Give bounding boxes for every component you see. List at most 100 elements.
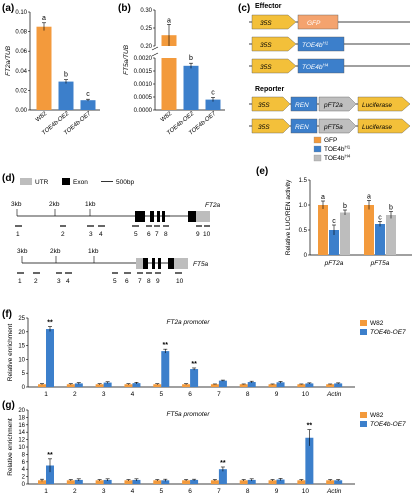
bar-Actin-TOE4b-OE7 xyxy=(334,480,343,484)
y-tick-label: 14 xyxy=(18,430,25,436)
bar-10-TOE4b-OE7 xyxy=(305,383,314,387)
bar-10-W82 xyxy=(297,384,306,387)
x-tick-label: 2 xyxy=(73,391,77,398)
ft5a-region-6: 6 xyxy=(125,278,129,285)
panel-label-d: (d) xyxy=(2,173,15,184)
bar-7-TOE4b-OE7 xyxy=(218,380,227,387)
significance-mark: ** xyxy=(47,452,53,459)
x-tick-label: 3 xyxy=(102,488,106,495)
bar-5-W82 xyxy=(153,384,162,387)
legend-swatch xyxy=(360,421,367,427)
significance-mark: ** xyxy=(47,320,53,327)
y-tick-label: 8 xyxy=(22,452,26,458)
y-axis-label: Relative LUC/REN activity xyxy=(285,179,292,255)
reporter-luc-1: Luciferase xyxy=(362,102,392,109)
x-tick-label: 5 xyxy=(159,391,163,398)
bar-Actin-W82 xyxy=(326,384,335,387)
effector-gene-1: GFP xyxy=(307,20,321,27)
x-tick-label: 5 xyxy=(159,488,163,495)
bar-8-W82 xyxy=(239,480,248,484)
bar-TOE4b-OE2 xyxy=(183,65,199,110)
effector-gene-2: TOE4bH1 xyxy=(302,41,329,50)
bar-pFT5a-TOE4bH4 xyxy=(386,215,396,255)
ft5a-region-1: 1 xyxy=(18,278,22,285)
y-tick-label: 0.00 xyxy=(15,108,27,114)
ft2a-region-8: 8 xyxy=(164,231,168,238)
y-tick-label: 0.0015 xyxy=(134,69,153,75)
x-tick-label: 10 xyxy=(302,488,310,495)
effector-prom-3: 35S xyxy=(260,64,272,71)
x-tick-label: 10 xyxy=(302,391,310,398)
bar-3-TOE4b-OE7 xyxy=(103,382,112,387)
bar-Actin-W82 xyxy=(326,480,335,484)
reporter-ren-1: REN xyxy=(295,102,309,109)
significance-mark: ** xyxy=(191,361,197,368)
legend-exon: Exon xyxy=(73,179,88,186)
legend-label-1: W82 xyxy=(370,412,384,419)
effector-gene-3: TOE4bH4 xyxy=(302,63,329,72)
y-tick-label: 0.06 xyxy=(15,49,27,55)
reporter-prom-2: 35S xyxy=(258,124,270,131)
y-tick-label: 0.0005 xyxy=(134,95,153,101)
y-tick-label: 10 xyxy=(18,445,25,451)
chart-title: FT5a promoter xyxy=(167,411,211,418)
bar-pFT2a-TOE4bH1 xyxy=(329,230,339,255)
x-tick-label: 8 xyxy=(246,488,250,495)
legend-swatch xyxy=(360,412,367,418)
bar-10-W82 xyxy=(297,480,306,484)
reporter-ren-2: REN xyxy=(295,124,309,131)
chart-a: 0.000.020.040.060.080.10FT2a/TUBaW82bTOE… xyxy=(5,10,100,137)
bar-8-TOE4b-OE7 xyxy=(247,479,256,484)
effector-row-2: 35S TOE4bH1 xyxy=(249,36,410,52)
sig-letter: a xyxy=(321,194,325,201)
bar-6-TOE4b-OE7 xyxy=(190,369,199,387)
x-tick-label: 1 xyxy=(44,391,48,398)
sig-letter: b xyxy=(343,203,347,210)
bar-TOE4b-OE7 xyxy=(80,100,96,110)
sig-letter: b xyxy=(189,55,193,62)
legend-label-3: TOE4bH4 xyxy=(324,154,351,163)
bar-1-W82 xyxy=(38,480,46,484)
bar-5-TOE4b-OE7 xyxy=(161,351,170,387)
bar-TOE4b-OE7 xyxy=(205,99,221,110)
reporter-prom-1: 35S xyxy=(258,102,270,109)
y-tick-label: 2 xyxy=(22,475,26,481)
bar-6-TOE4b-OE7 xyxy=(190,479,199,484)
x-tick-label: 4 xyxy=(131,488,135,495)
significance-mark: ** xyxy=(220,460,226,467)
y-tick-label: 20 xyxy=(18,408,25,414)
y-axis-label: FT5a/TUB xyxy=(123,44,130,75)
panel-label-e: (e) xyxy=(256,166,268,177)
panel-label-g: (g) xyxy=(2,400,15,411)
bar-Actin-TOE4b-OE7 xyxy=(334,383,343,387)
sig-letter: a xyxy=(367,194,371,201)
y-tick-label: 0.04 xyxy=(15,69,27,75)
legend-utr: UTR xyxy=(35,179,49,186)
bar-7-W82 xyxy=(210,480,219,484)
effector-prom-1: 35S xyxy=(260,20,272,27)
effector-row-3: 35S TOE4bH4 xyxy=(249,58,410,74)
reporter-title: Reporter xyxy=(255,86,284,93)
x-tick-label: 9 xyxy=(275,488,279,495)
bar-2-TOE4b-OE7 xyxy=(74,479,83,484)
reporter-row-2: 35S REN pFT5a Luciferase xyxy=(249,118,411,134)
bar-4-TOE4b-OE7 xyxy=(132,479,141,484)
y-tick-label: 12 xyxy=(18,438,25,444)
ft5a-region-3: 3 xyxy=(57,278,61,285)
y-axis-label: FT2a/TUB xyxy=(5,45,12,76)
ft2a-region-4: 4 xyxy=(99,231,103,238)
y-tick-label: 0.0010 xyxy=(134,82,153,88)
y-tick-label: 0.0000 xyxy=(134,108,153,114)
ft2a-region-2: 2 xyxy=(61,231,65,238)
bar-9-W82 xyxy=(268,384,277,387)
significance-mark: ** xyxy=(163,342,169,349)
y-axis-label: Relative enrichment xyxy=(7,324,14,382)
sig-letter: c xyxy=(332,218,336,225)
ft5a-region-8: 8 xyxy=(147,278,151,285)
y-tick-label: 6 xyxy=(22,460,26,466)
panel-label-c: (c) xyxy=(238,3,250,14)
bar-7-TOE4b-OE7 xyxy=(218,469,227,484)
x-tick-label: 2 xyxy=(73,488,77,495)
